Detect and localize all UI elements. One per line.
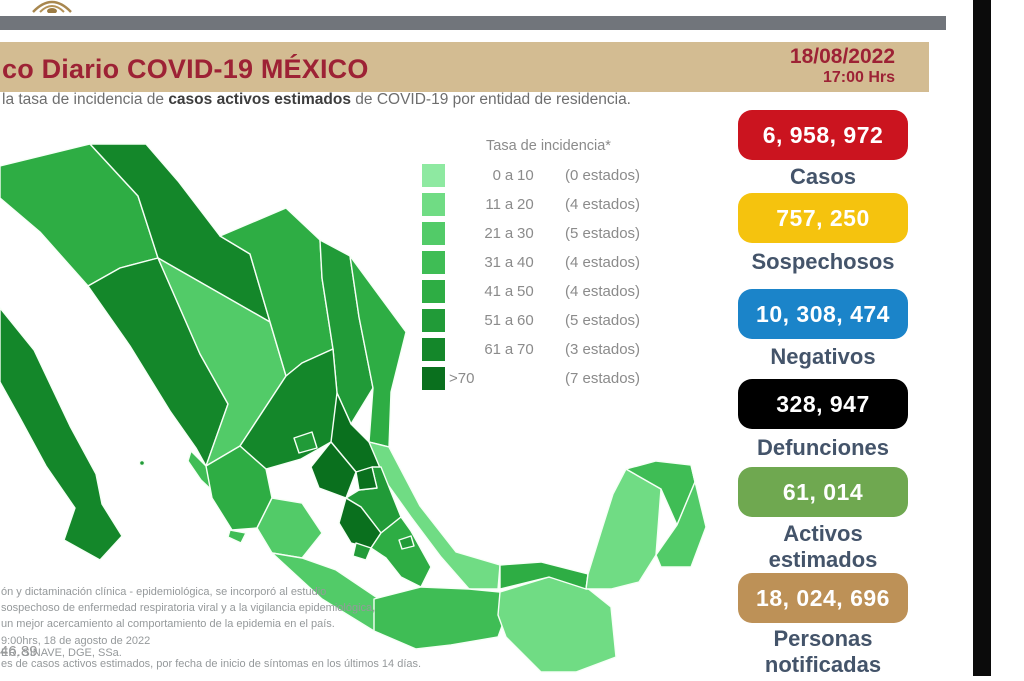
stat-label: Casos <box>789 164 857 189</box>
footnote-block-b: 9:00hrs, 18 de agosto de 2022 ER, SINAVE,… <box>1 635 422 671</box>
footnote-line: ón y dictaminación clínica - epidemiológ… <box>1 586 327 598</box>
stat-label: Activos estimados <box>768 521 878 572</box>
incidence-legend: Tasa de incidencia* 0 a 10 (0 estados) 11 a 20… <box>422 138 692 396</box>
stat-label: Sospechosos <box>751 249 895 274</box>
legend-row: 31 a 40 (4 estados) <box>422 251 692 274</box>
page-title: co Diario COVID-19 MÉXICO <box>2 54 369 84</box>
stat-value-box: 10, 308, 474 <box>738 289 908 339</box>
stat-value: 18, 024, 696 <box>756 584 890 611</box>
subtitle: la tasa de incidencia de casos activos e… <box>2 91 631 108</box>
stat-value: 328, 947 <box>776 390 870 417</box>
state-puebla <box>370 516 432 588</box>
legend-range: 0 a 10 <box>492 167 534 184</box>
stat-label: Defunciones <box>756 435 890 460</box>
legend-state-count: (5 estados) <box>565 312 641 329</box>
legend-swatch-icon <box>422 251 445 274</box>
footnote-line: 9:00hrs, 18 de agosto de 2022 <box>1 635 151 647</box>
legend-title: Tasa de incidencia* <box>486 138 611 154</box>
legend-state-count: (4 estados) <box>565 254 641 271</box>
legend-state-count: (4 estados) <box>565 196 641 213</box>
legend-range: 51 a 60 <box>484 312 534 329</box>
date-block: 18/08/2022 17:00 Hrs <box>790 45 895 87</box>
state-quintana-roo <box>655 464 707 568</box>
legend-range: 61 a 70 <box>484 341 534 358</box>
stat-value-box: 328, 947 <box>738 379 908 429</box>
legend-state-count: (7 estados) <box>565 370 641 387</box>
top-gray-bar <box>0 16 946 30</box>
map-value-label: 46.89 <box>0 643 38 660</box>
footnote-line: ER, SINAVE, DGE, SSa. <box>1 646 122 659</box>
header-banner: co Diario COVID-19 MÉXICO 18/08/2022 17:… <box>0 42 929 92</box>
subtitle-bold: casos activos estimados <box>168 91 351 108</box>
legend-range: >70 <box>449 370 475 387</box>
stat-value: 757, 250 <box>776 204 870 231</box>
footnote-line: sospechoso de enfermedad respiratoria vi… <box>1 602 376 614</box>
state-aguascalientes <box>293 431 318 454</box>
stat-value: 10, 308, 474 <box>756 300 890 327</box>
legend-swatch-icon <box>422 338 445 361</box>
legend-range: 21 a 30 <box>484 225 534 242</box>
legend-row: 41 a 50 (4 estados) <box>422 280 692 303</box>
stat-value: 6, 958, 972 <box>762 121 884 148</box>
legend-swatch-icon <box>422 367 445 390</box>
report-time: 17:00 Hrs <box>822 69 895 86</box>
stat-label: Negativos <box>770 344 876 369</box>
legend-row: 11 a 20 (4 estados) <box>422 193 692 216</box>
report-date: 18/08/2022 <box>789 45 895 68</box>
stat-value-box: 6, 958, 972 <box>738 110 908 160</box>
legend-row: 51 a 60 (5 estados) <box>422 309 692 332</box>
island-dot <box>138 459 146 467</box>
state-guanajuato <box>310 441 357 499</box>
stat-label: Personas notificadas <box>764 626 882 677</box>
legend-range: 11 a 20 <box>485 196 534 213</box>
footnote-block-a: ón y dictaminación clínica - epidemiológ… <box>1 584 375 632</box>
state-colima <box>227 529 247 544</box>
legend-state-count: (3 estados) <box>565 341 641 358</box>
legend-swatch-icon <box>422 280 445 303</box>
legend-swatch-icon <box>422 193 445 216</box>
legend-swatch-icon <box>422 309 445 332</box>
legend-swatch-icon <box>422 164 445 187</box>
legend-range: 41 a 50 <box>484 283 534 300</box>
legend-state-count: (0 estados) <box>565 167 641 184</box>
legend-range: 31 a 40 <box>484 254 534 271</box>
footnote-line: un mejor acercamiento al comportamiento … <box>1 618 335 630</box>
stat-value-box: 18, 024, 696 <box>738 573 908 623</box>
legend-row: 0 a 10 (0 estados) <box>422 164 692 187</box>
mexico-choropleth-map: 46.89 <box>0 136 720 676</box>
legend-rows: 0 a 10 (0 estados) 11 a 20 (4 estados) 21 a 30 (5 e… <box>422 164 692 390</box>
stat-value: 61, 014 <box>782 478 864 505</box>
state-queretaro <box>355 466 378 491</box>
state-tlaxcala <box>398 535 415 550</box>
state-michoacan <box>256 497 323 559</box>
right-black-strip <box>973 0 991 676</box>
legend-state-count: (5 estados) <box>565 225 641 242</box>
legend-swatch-icon <box>422 222 445 245</box>
legend-row: >70 (7 estados) <box>422 367 692 390</box>
stat-value-box: 757, 250 <box>738 193 908 243</box>
stats-column: 6, 958, 972 Casos 757, 250 Sospechosos 10, 3… <box>735 110 911 678</box>
legend-row: 21 a 30 (5 estados) <box>422 222 692 245</box>
state-morelos <box>352 542 372 561</box>
legend-row: 61 a 70 (3 estados) <box>422 338 692 361</box>
state-chiapas <box>497 576 617 673</box>
state-baja-california <box>0 307 123 561</box>
footnote-line: es de casos activos estimados, por fecha… <box>1 658 422 670</box>
legend-state-count: (4 estados) <box>565 283 641 300</box>
gobierno-eagle-emblem-icon <box>32 0 72 13</box>
state-campeche <box>585 468 662 590</box>
stat-value-box: 61, 014 <box>738 467 908 517</box>
